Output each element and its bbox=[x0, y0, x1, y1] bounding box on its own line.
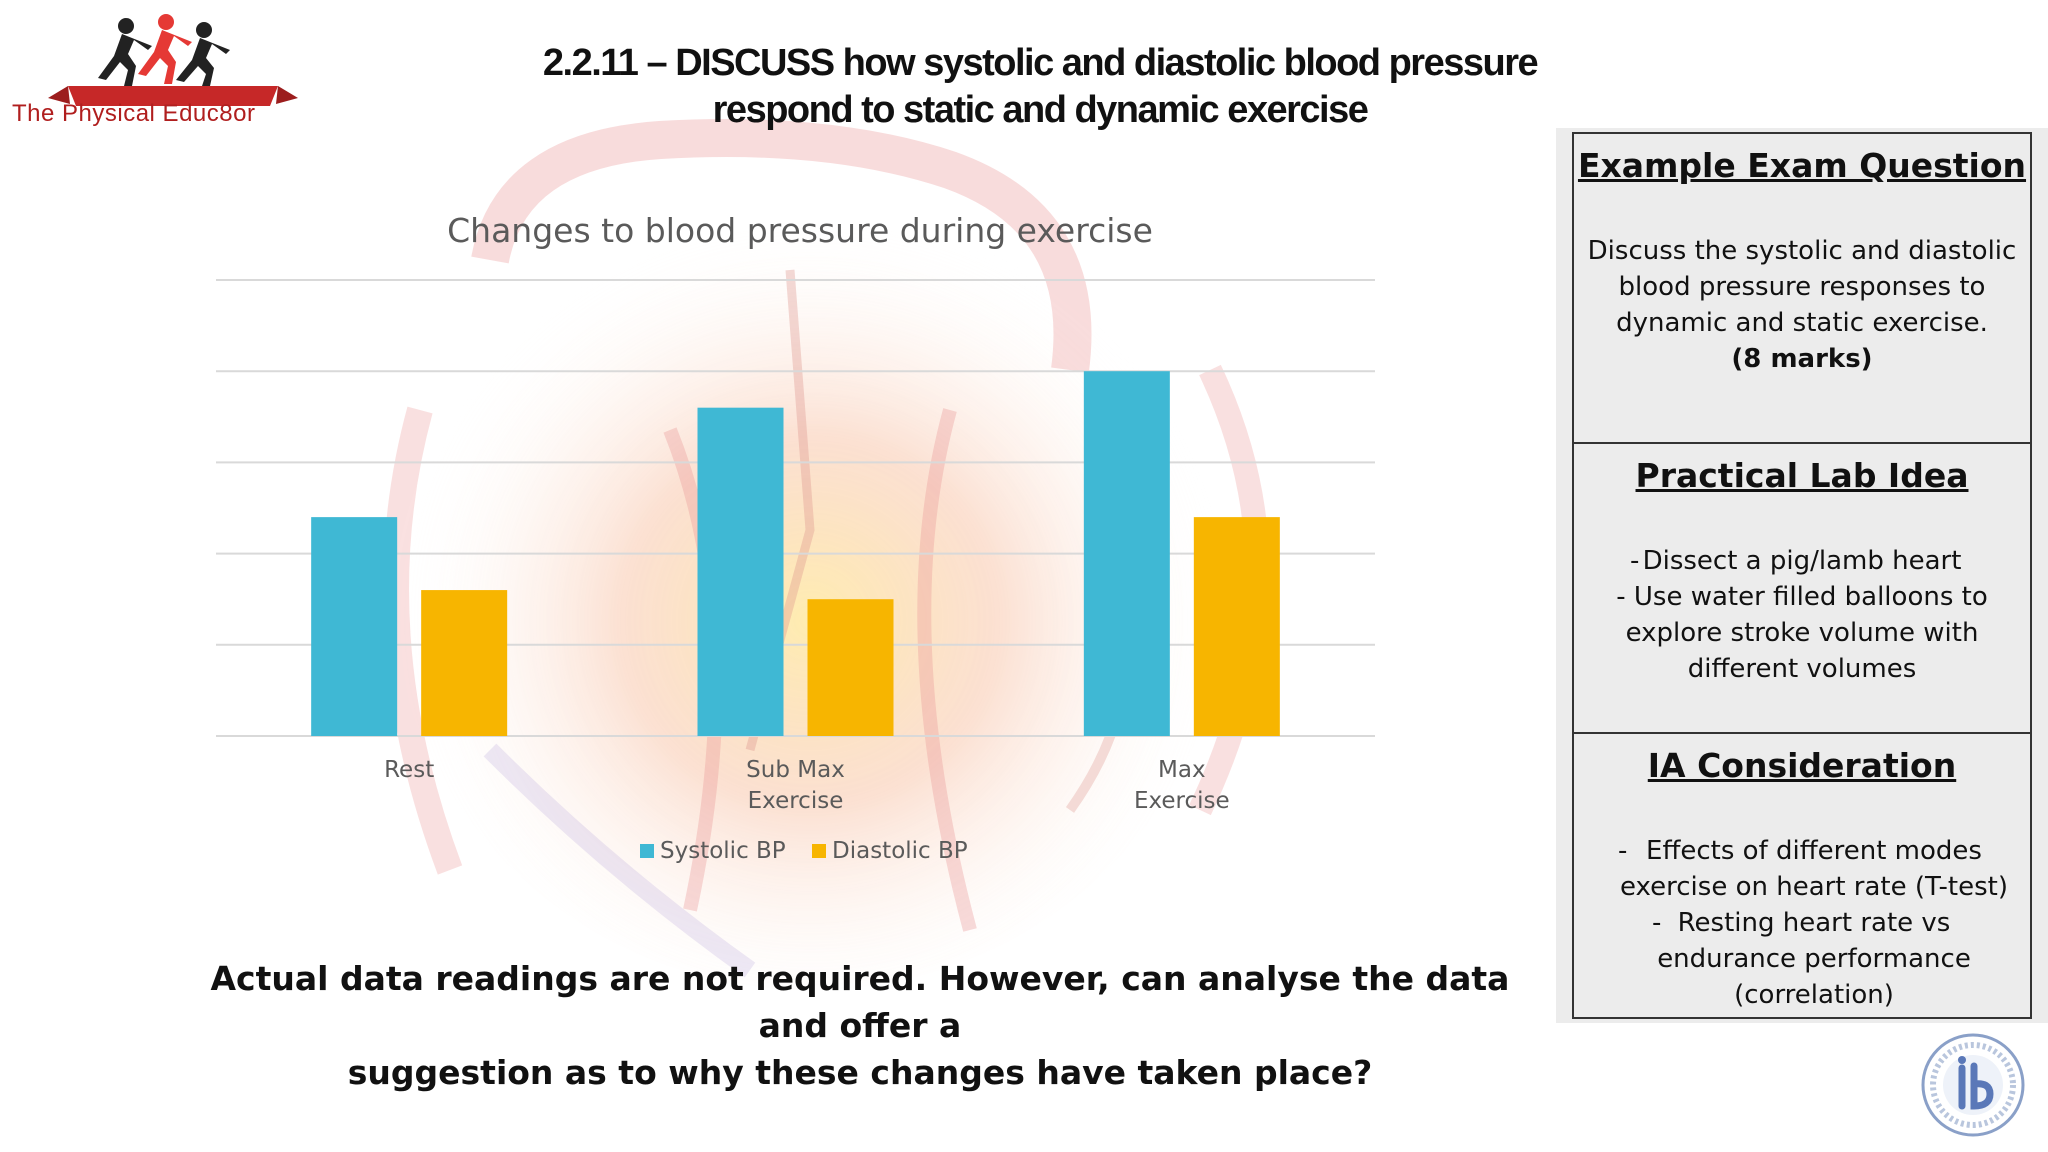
lab-idea-panel: Practical Lab Idea - Dissect a pig/lamb … bbox=[1572, 442, 2032, 732]
runners-logo-icon bbox=[48, 14, 298, 106]
bullet-dash: - bbox=[1618, 836, 1628, 866]
lab-idea-item: - Dissect a pig/lamb heart bbox=[1574, 543, 2030, 579]
footnote-line-2: suggestion as to why these changes have … bbox=[347, 1053, 1373, 1092]
ia-consideration-item-continued: exercise on heart rate (T-test) bbox=[1620, 872, 2008, 902]
ia-consideration-item: - Resting heart rate vs bbox=[1574, 905, 2030, 941]
bar-systolic-bp bbox=[1083, 371, 1170, 736]
bar-diastolic-bp bbox=[421, 590, 508, 736]
ia-consideration-heading: IA Consideration bbox=[1647, 746, 1957, 785]
bar-systolic-bp bbox=[697, 407, 784, 736]
logo-text: The Physical Educ8or bbox=[12, 100, 256, 127]
footnote-line-1: Actual data readings are not required. H… bbox=[210, 959, 1510, 1045]
lab-idea-item: - Use water filled balloons to bbox=[1616, 582, 1988, 612]
exam-question-marks: (8 marks) bbox=[1731, 344, 1873, 374]
lab-idea-item-text: Dissect a pig/lamb heart bbox=[1642, 546, 1962, 576]
exam-question-line: dynamic and static exercise. bbox=[1616, 308, 1988, 338]
ia-consideration-panel: IA Consideration - Effects of different … bbox=[1572, 732, 2032, 1019]
lab-idea-item-continued: different volumes bbox=[1687, 654, 1917, 684]
ia-consideration-item-text: Resting heart rate vs bbox=[1677, 908, 1951, 938]
x-tick-label: Max bbox=[1158, 757, 1206, 783]
bar-diastolic-bp bbox=[1193, 517, 1280, 736]
footnote: Actual data readings are not required. H… bbox=[180, 955, 1540, 1096]
legend-label: Systolic BP bbox=[660, 838, 786, 864]
bullet-dash: - bbox=[1630, 546, 1640, 576]
legend-swatch bbox=[812, 844, 826, 858]
x-tick-label: Rest bbox=[384, 757, 434, 783]
ia-consideration-item-continued: (correlation) bbox=[1734, 980, 1894, 1010]
exam-question-panel: Example Exam Question Discuss the systol… bbox=[1572, 132, 2032, 442]
ia-consideration-item-continued: endurance performance bbox=[1657, 944, 1971, 974]
page-title-line-1: 2.2.11 – DISCUSS how systolic and diasto… bbox=[542, 42, 1539, 84]
ia-consideration-item-text: Effects of different modes bbox=[1646, 836, 1982, 866]
legend-label: Diastolic BP bbox=[832, 838, 968, 864]
x-tick-label: Exercise bbox=[1134, 788, 1230, 814]
x-tick-label: Exercise bbox=[748, 788, 844, 814]
exam-question-line: blood pressure responses to bbox=[1618, 272, 1986, 302]
page-title-line-2: respond to static and dynamic exercise bbox=[712, 89, 1369, 131]
lab-idea-heading: Practical Lab Idea bbox=[1635, 456, 1969, 495]
chart-title: Changes to blood pressure during exercis… bbox=[447, 211, 1153, 250]
side-panel-background bbox=[1556, 128, 2048, 1023]
exam-question-heading: Example Exam Question bbox=[1577, 146, 2027, 185]
page-title: 2.2.11 – DISCUSS how systolic and diasto… bbox=[470, 40, 1610, 134]
bullet-dash: - bbox=[1652, 908, 1662, 938]
legend-swatch bbox=[640, 844, 654, 858]
bar-diastolic-bp bbox=[807, 599, 894, 736]
ib-seal-icon bbox=[1921, 1033, 2025, 1137]
x-tick-label: Sub Max bbox=[746, 757, 845, 783]
ia-consideration-item: - Effects of different modes bbox=[1574, 833, 2030, 869]
exam-question-line: Discuss the systolic and diastolic bbox=[1587, 236, 2017, 266]
bar-systolic-bp bbox=[311, 517, 398, 736]
blood-pressure-chart: Changes to blood pressure during exercis… bbox=[216, 211, 1375, 864]
lab-idea-item-continued: explore stroke volume with bbox=[1625, 618, 1979, 648]
